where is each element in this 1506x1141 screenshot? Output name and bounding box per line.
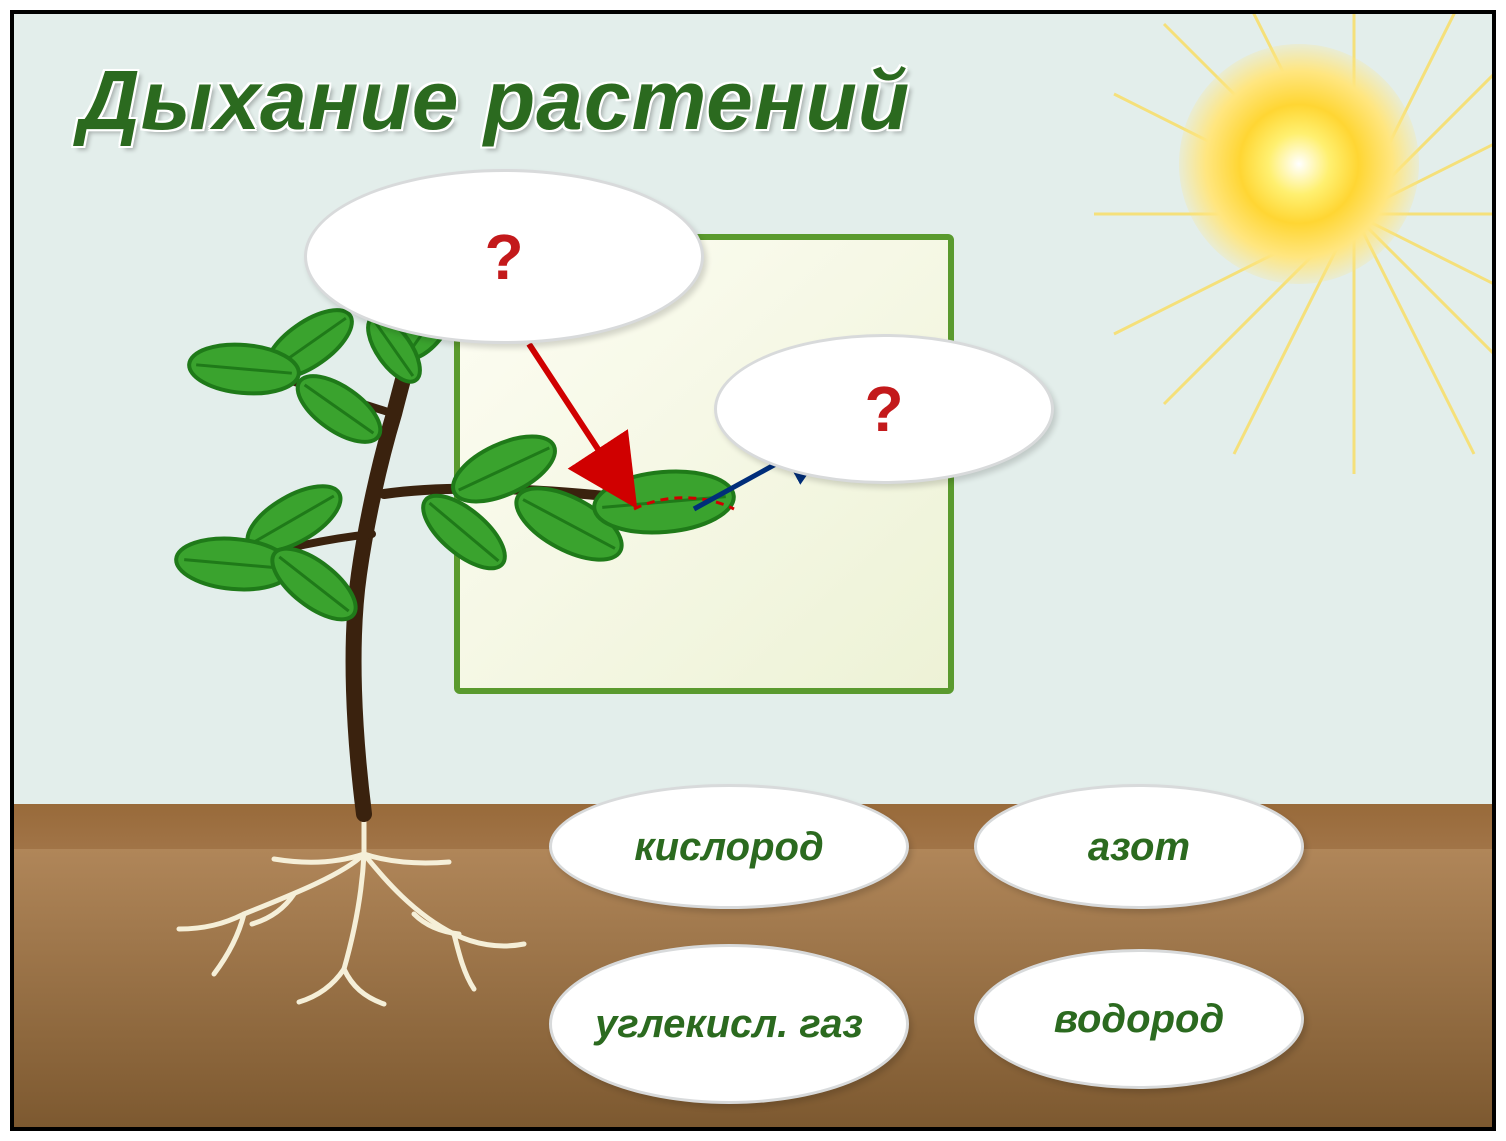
option-oxygen-label: кислород — [634, 826, 823, 868]
diagram-frame: Дыхание растений ? ? кислород азот углек… — [10, 10, 1496, 1131]
bubble-input-gas[interactable]: ? — [304, 169, 704, 344]
option-hydrogen[interactable]: водород — [974, 949, 1304, 1089]
option-oxygen[interactable]: кислород — [549, 784, 909, 909]
option-carbon-dioxide-label: углекисл. газ — [595, 1003, 863, 1045]
option-nitrogen[interactable]: азот — [974, 784, 1304, 909]
page-title: Дыхание растений — [79, 52, 910, 149]
option-hydrogen-label: водород — [1054, 998, 1224, 1040]
bubble-output-gas[interactable]: ? — [714, 334, 1054, 484]
bubble-output-label: ? — [864, 372, 903, 446]
option-carbon-dioxide[interactable]: углекисл. газ — [549, 944, 909, 1104]
bubble-input-label: ? — [484, 220, 523, 294]
option-nitrogen-label: азот — [1088, 826, 1190, 868]
